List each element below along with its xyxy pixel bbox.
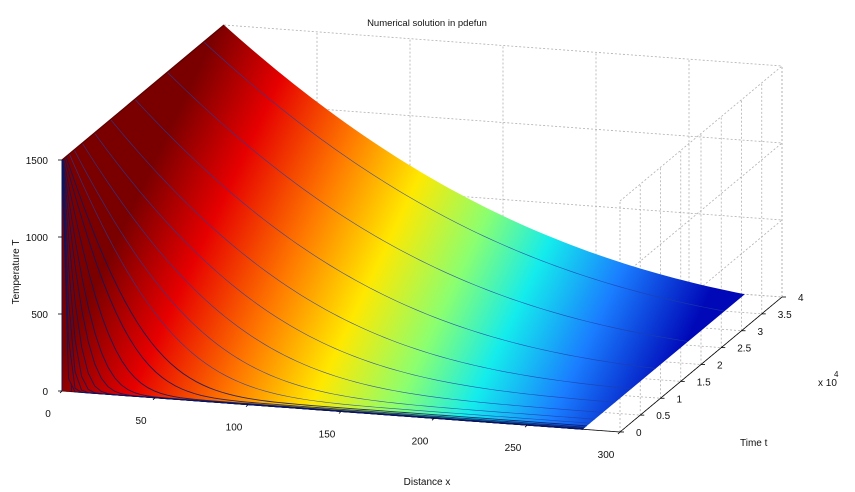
- z-axis-label: Temperature T: [11, 240, 22, 305]
- profile-line: [73, 149, 595, 420]
- z-tick-label: 1500: [26, 156, 49, 167]
- x-tick-mark: [338, 411, 342, 414]
- surface-fill: [62, 25, 745, 430]
- x-tick-mark: [431, 418, 435, 421]
- x-tick-label: 300: [598, 450, 615, 461]
- profile-line: [134, 99, 656, 369]
- x-tick-mark: [245, 404, 249, 407]
- x-tick-labels: 0 50 100 150 200 250 300: [45, 390, 621, 461]
- x-tick-label: 200: [412, 436, 429, 447]
- profile-line: [62, 158, 585, 429]
- t-tick-label: 0.5: [656, 411, 670, 422]
- t-tick-label: 1: [677, 394, 683, 405]
- tick-labels: 0 50 100 150 200 250 300 0 0.5 1 1.5 2 2.5 3 3.5 4 0 50…: [26, 156, 804, 461]
- y-multiplier-exponent: 4: [834, 370, 839, 379]
- x-tick-label: 100: [226, 423, 243, 434]
- profile-line: [203, 41, 725, 312]
- t-tick-label: 4: [798, 293, 804, 304]
- sidewall-gridline-z: [619, 65, 783, 202]
- x-tick-mark: [152, 397, 156, 401]
- t-tick-label: 3: [758, 327, 764, 338]
- z-tick-labels: 0 500 1000 1500: [26, 156, 62, 398]
- profile-line: [65, 156, 587, 427]
- y-multiplier-base: x 10: [818, 378, 837, 389]
- hot-boundary-edge: [61, 24, 225, 161]
- profile-line: [63, 157, 586, 428]
- x-tick-mark: [524, 424, 528, 428]
- t-tick-label: 3.5: [778, 310, 792, 321]
- x-tick-label: 50: [135, 416, 147, 427]
- z-tick-label: 0: [42, 387, 48, 398]
- profile-line: [81, 142, 604, 413]
- z-tick-label: 500: [31, 310, 48, 321]
- y-tick-labels: 0 0.5 1 1.5 2 2.5 3 3.5 4: [620, 293, 804, 439]
- t-tick-label: 2: [717, 361, 723, 372]
- t-tick-label: 2.5: [737, 344, 751, 355]
- sidewall-gridline-z: [619, 142, 783, 279]
- profile-line: [94, 132, 616, 403]
- x-tick-label: 250: [505, 443, 522, 454]
- x-axis-label: Distance x: [404, 477, 451, 488]
- profile-line: [110, 119, 632, 390]
- x-tick-label: 150: [319, 430, 336, 441]
- x-tick-label: 0: [45, 409, 51, 420]
- chart-title: Numerical solution in pdefun: [367, 18, 487, 29]
- backwall-gridline-z: [223, 24, 783, 67]
- profile-line: [167, 72, 689, 342]
- profile-line: [69, 153, 591, 424]
- y-axis-multiplier: x 10 4: [818, 370, 839, 389]
- x-tick-mark: [617, 431, 621, 435]
- profile-line: [62, 159, 584, 430]
- temperature-surface: [61, 24, 745, 430]
- t-tick-label: 0: [636, 428, 642, 439]
- t-tick-label: 1.5: [697, 377, 711, 388]
- z-tick-label: 1000: [26, 233, 49, 244]
- y-axis-label: Time t: [740, 438, 768, 449]
